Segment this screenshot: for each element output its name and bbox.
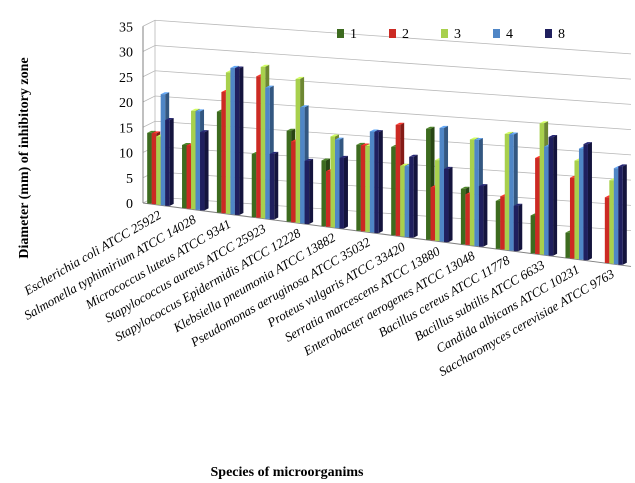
chart-grid xyxy=(142,19,632,231)
bar-8-9 xyxy=(444,166,453,243)
bar-8-11 xyxy=(513,203,523,252)
bar-8-12 xyxy=(548,135,558,256)
bar-8-5 xyxy=(304,158,314,225)
legend-label: 1 xyxy=(350,27,357,42)
legend: 1 2 3 4 8 xyxy=(337,27,565,42)
x-axis-title: Species of microorganims xyxy=(211,465,364,480)
bar-8-14 xyxy=(618,164,627,265)
gridline xyxy=(142,171,632,206)
bar-8-7 xyxy=(374,130,383,234)
y-axis-title: Diameter (mm) of inhibitory zone xyxy=(17,57,32,258)
bar-8-10 xyxy=(478,184,488,247)
bar-8-8 xyxy=(409,154,418,238)
y-tick-label: 5 xyxy=(126,172,133,187)
legend-swatch xyxy=(545,29,552,38)
bar-8-2 xyxy=(200,130,209,211)
y-tick-label: 30 xyxy=(119,46,133,61)
legend-label: 3 xyxy=(454,27,461,42)
legend-label: 2 xyxy=(402,27,409,42)
bar-8-4 xyxy=(269,151,279,220)
chart-bars xyxy=(147,64,627,265)
x-axis-line xyxy=(142,202,632,267)
legend-item-4: 4 xyxy=(493,27,513,42)
bar-8-1 xyxy=(165,118,174,206)
bar-8-13 xyxy=(583,142,592,261)
legend-label: 8 xyxy=(558,27,565,42)
legend-item-2: 2 xyxy=(389,27,409,42)
legend-swatch xyxy=(493,29,500,38)
y-tick-label: 10 xyxy=(119,147,133,162)
legend-item-8: 8 xyxy=(545,27,565,42)
y-tick-label: 35 xyxy=(119,20,133,35)
y-tick-label: 0 xyxy=(126,197,133,212)
legend-item-1: 1 xyxy=(337,27,357,42)
legend-label: 4 xyxy=(506,27,513,42)
gridline xyxy=(142,70,632,105)
gridline xyxy=(142,45,632,80)
y-tick-label: 15 xyxy=(119,121,133,136)
bar-8-3 xyxy=(234,66,244,215)
gridline xyxy=(142,120,632,156)
legend-swatch xyxy=(441,29,448,38)
y-tick-label: 25 xyxy=(119,71,133,86)
legend-swatch xyxy=(389,29,396,38)
gridline xyxy=(142,146,632,181)
legend-swatch xyxy=(337,29,344,38)
y-tick-label: 20 xyxy=(119,96,133,111)
gridline xyxy=(142,95,632,130)
bar-8-6 xyxy=(339,155,348,229)
legend-item-3: 3 xyxy=(441,27,461,42)
chart-axes: 0 5 10 15 20 25 30 35 xyxy=(119,20,632,267)
